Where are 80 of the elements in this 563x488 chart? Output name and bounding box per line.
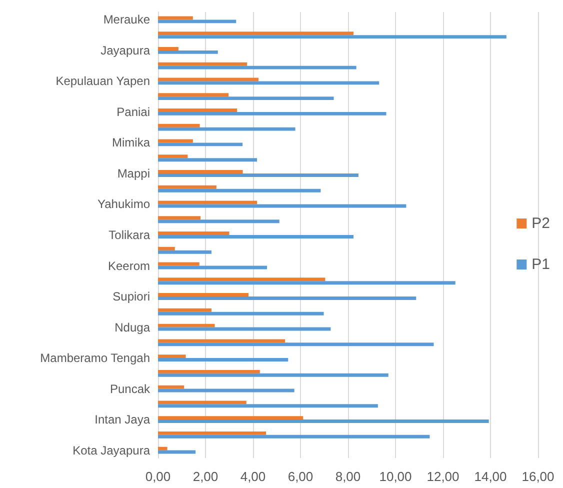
x-tick-label: 6,00 [288, 469, 314, 484]
bar [158, 112, 386, 116]
bar [158, 370, 260, 374]
bar [158, 127, 296, 131]
bar [158, 262, 200, 266]
y-tick-label: Mimika [112, 136, 150, 150]
bar [158, 388, 294, 392]
bar [158, 32, 354, 36]
x-tick-label: 12,00 [426, 469, 460, 484]
x-tick-label: 4,00 [240, 469, 266, 484]
bar [158, 235, 354, 238]
bar [158, 450, 196, 454]
y-tick-label: Yahukimo [98, 197, 150, 212]
y-tick-label: Mamberamo Tengah [40, 351, 150, 366]
bar [158, 66, 356, 70]
bar [158, 35, 506, 39]
bar [158, 385, 184, 389]
x-tick-label: 0,00 [145, 469, 171, 484]
bar [158, 324, 215, 328]
y-tick-label: Nduga [114, 320, 150, 334]
bar [158, 204, 406, 208]
y-tick-label: Supiori [112, 290, 150, 304]
bar [158, 108, 238, 112]
bar [158, 170, 243, 174]
bar [158, 416, 304, 420]
x-tick-label: 2,00 [192, 469, 218, 484]
y-tick-label: Kepulauan Yapen [56, 74, 150, 88]
y-tick-label: Puncak [110, 382, 151, 396]
bar [158, 293, 248, 297]
bar [158, 96, 334, 100]
bar [158, 158, 258, 162]
bar [158, 232, 230, 235]
x-tick-label: 10,00 [379, 469, 412, 484]
y-tick-label: Intan Jaya [94, 412, 150, 427]
bar [158, 124, 200, 128]
bar [158, 81, 380, 85]
bar [158, 446, 168, 450]
y-tick-label: Jayapura [100, 43, 150, 58]
bar [158, 431, 266, 435]
bar [158, 296, 416, 300]
bar [158, 16, 193, 20]
y-tick-label: Kota Jayapura [72, 443, 150, 458]
bar [158, 354, 186, 358]
bar [158, 46, 178, 50]
bar [158, 220, 280, 224]
bar [158, 342, 434, 346]
bar [158, 404, 378, 408]
x-tick-label: 8,00 [335, 469, 361, 484]
x-tick-label: 16,00 [522, 469, 554, 484]
bar [158, 173, 358, 177]
bar [158, 434, 430, 438]
bar [158, 358, 288, 362]
bar [158, 420, 489, 424]
legend-label: P1 [532, 256, 550, 273]
bar [158, 62, 248, 66]
bar [158, 216, 201, 220]
bar [158, 373, 388, 377]
x-tick-label: 14,00 [474, 469, 507, 484]
bar [158, 20, 236, 24]
y-tick-label: Merauke [103, 12, 150, 27]
bar [158, 250, 212, 254]
y-tick-label: Mappi [117, 166, 150, 180]
bar [158, 93, 229, 97]
bar [158, 246, 175, 250]
y-tick-label: Keerom [108, 258, 150, 273]
bar [158, 185, 216, 189]
legend-label: P2 [532, 215, 550, 232]
bar [158, 278, 326, 282]
bar [158, 281, 456, 285]
y-tick-label: Paniai [116, 104, 150, 119]
bar [158, 142, 243, 146]
bar [158, 312, 324, 316]
bar [158, 308, 212, 312]
y-tick-label: Tolikara [108, 228, 150, 242]
bar [158, 50, 218, 54]
bar [158, 188, 321, 192]
bar [158, 400, 246, 404]
bar [158, 339, 286, 343]
bar [158, 154, 188, 158]
bar [158, 78, 258, 82]
